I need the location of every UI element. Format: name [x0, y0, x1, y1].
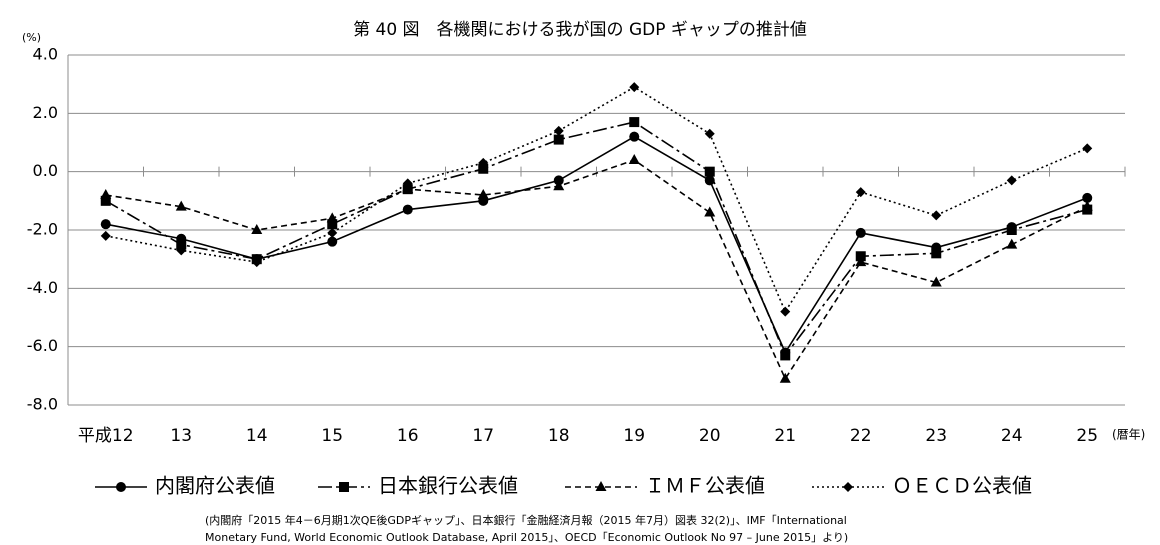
legend-marker: [843, 482, 853, 492]
marker: [780, 306, 791, 317]
marker: [931, 248, 942, 259]
y-tick-label: 2.0: [33, 103, 58, 122]
marker: [326, 212, 338, 223]
y-tick-label: -8.0: [27, 395, 58, 414]
y-tick-label: 4.0: [33, 45, 58, 64]
marker: [100, 195, 111, 206]
x-tick-label: 20: [699, 426, 721, 446]
series-line: [105, 86, 1088, 314]
marker: [100, 230, 111, 241]
marker: [100, 219, 111, 230]
marker: [251, 257, 262, 268]
marker: [629, 117, 640, 128]
marker: [327, 227, 338, 238]
chart-title: 第 40 図 各機関における我が国の GDP ギャップの推計値: [353, 20, 807, 40]
x-tick-label: 18: [548, 426, 570, 446]
y-tick-label: 0.0: [33, 161, 58, 180]
marker: [1006, 175, 1017, 186]
marker: [327, 219, 338, 230]
marker: [553, 180, 565, 191]
marker: [855, 227, 866, 238]
series-line: [105, 159, 1088, 381]
marker: [477, 189, 489, 199]
source-note: (内閣府「2015 年4－6月期1次QE後GDPギャップ」、日本銀行「金融経済月…: [205, 513, 847, 527]
source-note: Monetary Fund, World Economic Outlook Da…: [205, 531, 848, 544]
marker: [930, 276, 942, 287]
x-tick-label: 23: [925, 426, 947, 446]
marker: [176, 239, 187, 250]
marker: [478, 163, 489, 174]
marker: [704, 206, 716, 217]
x-tick-label: 15: [321, 426, 343, 446]
marker: [100, 189, 112, 199]
marker: [931, 210, 942, 221]
marker: [704, 175, 715, 186]
x-tick-label: 17: [472, 426, 494, 446]
marker: [1006, 225, 1017, 235]
series-line: [105, 121, 1088, 358]
legend-marker: [339, 482, 349, 492]
x-tick-label: 16: [397, 426, 419, 446]
legend-marker: [116, 482, 126, 492]
legend-label: 内閣府公表値: [155, 474, 275, 498]
x-tick-label: 21: [774, 426, 796, 446]
marker: [553, 125, 564, 136]
marker: [176, 245, 187, 256]
legend-label: ＯＥＣＤ公表値: [892, 474, 1032, 498]
legend-marker: [595, 481, 607, 491]
x-tick-label: 19: [623, 426, 645, 446]
marker: [780, 350, 791, 361]
y-unit: (%): [22, 31, 41, 44]
x-tick-label: 25: [1076, 426, 1098, 446]
marker: [1082, 192, 1093, 203]
marker: [855, 187, 866, 198]
legend-label: ＩＭＦ公表値: [645, 474, 765, 498]
marker: [704, 128, 715, 139]
x-tick-label: 平成12: [78, 426, 134, 446]
x-tick-label: 13: [170, 426, 192, 446]
marker: [402, 204, 413, 215]
marker: [175, 200, 187, 211]
marker: [629, 82, 640, 93]
y-tick-label: -6.0: [27, 336, 58, 355]
marker: [402, 178, 413, 189]
x-tick-label: 22: [850, 426, 872, 446]
marker: [1081, 200, 1093, 211]
marker: [779, 372, 791, 383]
x-unit: (暦年): [1112, 428, 1145, 442]
marker: [855, 256, 867, 267]
marker: [704, 166, 715, 177]
marker: [327, 236, 338, 247]
marker: [251, 224, 263, 234]
x-tick-label: 14: [246, 426, 268, 446]
x-tick-label: 24: [1001, 426, 1023, 446]
y-tick-label: -4.0: [27, 278, 58, 297]
marker: [1082, 143, 1093, 154]
marker: [553, 134, 564, 145]
legend-label: 日本銀行公表値: [378, 474, 518, 498]
y-tick-label: -2.0: [27, 220, 58, 239]
marker: [628, 154, 640, 164]
marker: [629, 131, 640, 142]
marker: [1006, 238, 1018, 249]
marker: [478, 157, 489, 168]
series-line: [105, 135, 1088, 355]
